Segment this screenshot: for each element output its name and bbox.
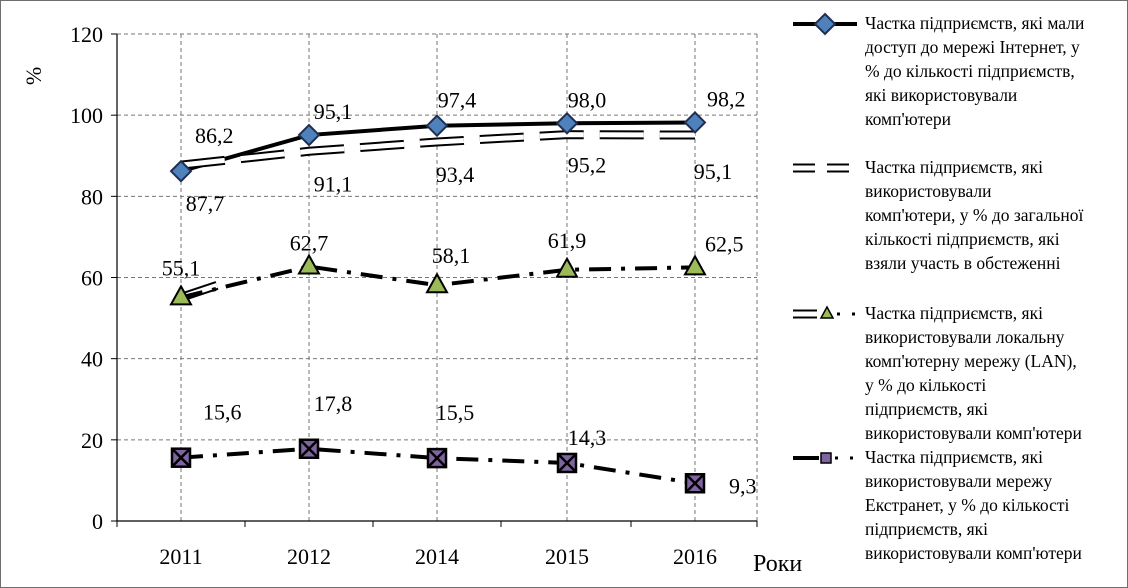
- data-label: 97,4: [438, 88, 477, 113]
- y-tick-label: 20: [81, 428, 103, 453]
- legend-entry: Частка підприємств, які мали доступ до ме…: [793, 12, 1084, 129]
- triangle-marker: [297, 253, 321, 275]
- x-tick-label: 2016: [673, 544, 717, 569]
- x-tick-label: 2011: [159, 544, 202, 569]
- legend-swatch: [793, 305, 859, 319]
- data-label: 95,1: [314, 99, 353, 124]
- diamond-marker: [683, 111, 707, 134]
- series-line: [180, 130, 696, 170]
- legend-label: Частка підприємств, які використовували м…: [865, 447, 1082, 563]
- gridlines: [117, 33, 758, 521]
- data-label: 98,0: [568, 87, 607, 112]
- data-label: 61,9: [548, 228, 587, 253]
- legend-label: Частка підприємств, які використовували л…: [865, 303, 1082, 443]
- diamond-marker: [169, 159, 193, 183]
- triangle-marker: [425, 272, 449, 294]
- x-axis-label: Роки: [753, 551, 802, 577]
- x-square-marker: [170, 447, 192, 468]
- x-square-marker: [556, 452, 578, 474]
- data-label: 86,2: [195, 123, 234, 148]
- data-label: 58,1: [432, 243, 471, 268]
- series-lines: [179, 120, 696, 486]
- legend-entry: Частка підприємств, які використовували м…: [793, 447, 1082, 563]
- triangle-marker: [683, 254, 707, 276]
- x-square-marker: [298, 438, 320, 460]
- y-tick-label: 80: [81, 184, 103, 209]
- y-axis-label: %: [21, 67, 46, 85]
- y-tick-label: 60: [81, 266, 103, 291]
- diamond-marker: [813, 12, 837, 36]
- series-markers: [169, 111, 707, 494]
- triangle-marker: [555, 256, 579, 278]
- y-tick-label: 120: [70, 22, 103, 47]
- legend-swatch: [793, 452, 859, 464]
- x-square-marker: [426, 447, 448, 469]
- triangle-marker: [169, 284, 193, 306]
- data-label: 87,7: [186, 191, 225, 216]
- legend-entry: Частка підприємств, які використовували л…: [793, 303, 1082, 443]
- data-label: 62,5: [705, 231, 744, 256]
- x-tick-label: 2015: [545, 544, 589, 569]
- x-tick-label: 2014: [415, 544, 459, 569]
- data-label: 95,1: [694, 159, 733, 184]
- x-square-marker: [684, 473, 706, 494]
- data-label: 98,2: [707, 86, 746, 111]
- legend-label: Частка підприємств, які використовували ко…: [865, 157, 1083, 273]
- data-label: 62,7: [290, 231, 329, 256]
- diamond-marker: [555, 111, 579, 135]
- y-tick-label: 100: [70, 103, 103, 128]
- data-label: 9,3: [729, 473, 757, 498]
- legend: Частка підприємств, які мали доступ до ме…: [793, 12, 1084, 563]
- series-line: [180, 446, 696, 486]
- x-tick-label: 2012: [287, 544, 331, 569]
- data-label: 15,6: [203, 400, 242, 425]
- data-label: 91,1: [314, 171, 353, 196]
- y-tick-label: 0: [92, 509, 103, 534]
- data-label: 17,8: [314, 391, 353, 416]
- data-labels: 86,2 95,1 97,4 98,0 98,2 87,7 91,1 93,4 95,2 95,1…: [162, 86, 757, 498]
- data-label: 95,2: [568, 153, 607, 178]
- diamond-marker: [425, 114, 449, 138]
- legend-entry: Частка підприємств, які використовували ко…: [793, 157, 1083, 273]
- legend-label: Частка підприємств, які мали доступ до ме…: [865, 13, 1084, 129]
- data-label: 93,4: [436, 162, 475, 187]
- diamond-marker: [297, 123, 321, 147]
- data-label: 15,5: [436, 400, 475, 425]
- axes: 0 20 40 60 80 100 120 2011 2012 2014 2015 2016: [70, 22, 758, 569]
- data-label: 55,1: [162, 255, 201, 280]
- data-label: 14,3: [568, 425, 607, 450]
- y-tick-label: 40: [81, 347, 103, 372]
